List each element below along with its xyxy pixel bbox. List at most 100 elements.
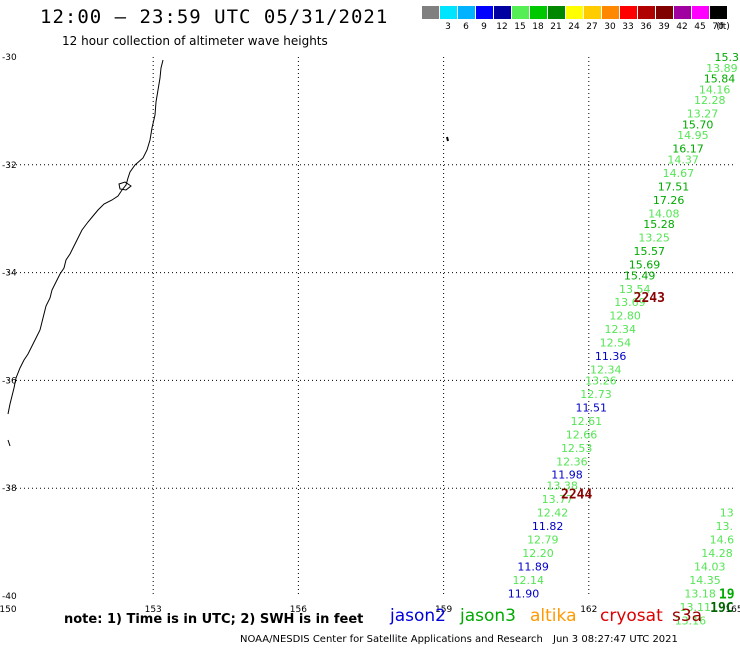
wave-height-value: 15.84	[704, 73, 736, 86]
legend-label: 42	[676, 22, 688, 32]
legend-swatch	[620, 6, 638, 19]
wave-height-value: 13.69	[614, 296, 646, 309]
wave-height-value: 11.36	[595, 350, 627, 363]
credit-text: NOAA/NESDIS Center for Satellite Applica…	[240, 634, 543, 645]
satellite-name-altika: altika	[530, 606, 577, 626]
wave-height-value: 14.67	[663, 167, 695, 180]
wave-height-value: 12.61	[571, 415, 603, 428]
legend-label: 21	[550, 22, 562, 32]
wave-height-value: 15.69	[629, 259, 661, 272]
legend-swatch	[656, 6, 674, 19]
legend-swatch	[692, 6, 710, 19]
legend-label: 39	[658, 22, 670, 32]
legend-label: 36	[640, 22, 652, 32]
legend-label: 3	[445, 22, 451, 32]
latitude-tick-labels: -30 -32 -34 -36 -38 -40	[2, 53, 17, 602]
legend-swatch	[548, 6, 566, 19]
legend-swatch	[440, 6, 458, 19]
edge-value-label: 19	[719, 587, 735, 602]
legend-label: 30	[604, 22, 616, 32]
wave-height-value: 13.11	[680, 601, 712, 614]
legend-swatch	[476, 6, 494, 19]
legend-label: 18	[532, 22, 544, 32]
legend-swatch	[584, 6, 602, 19]
legend-unit: (ft)	[716, 22, 730, 32]
wave-height-value: 13.25	[638, 232, 670, 245]
wave-height-value: 13.	[716, 520, 734, 533]
longitude-tick-label: 165	[725, 605, 740, 615]
wave-height-value: 14.03	[694, 560, 726, 573]
legend-swatch	[566, 6, 584, 19]
legend-label: 12	[496, 22, 508, 32]
legend-label: 6	[463, 22, 469, 32]
longitude-tick-label: 162	[580, 605, 597, 615]
wave-height-value: 12.79	[527, 533, 559, 546]
wave-height-value: 15.3	[714, 51, 739, 64]
generated-timestamp: Jun 3 08:27:47 UTC 2021	[553, 634, 678, 645]
wave-height-value: 12.20	[522, 547, 554, 560]
legend-swatch	[512, 6, 530, 19]
wave-height-value: 12.42	[537, 506, 569, 519]
australia-coastline	[7, 59, 164, 415]
wave-height-value: 12.28	[694, 94, 726, 107]
wave-height-value: 12.80	[609, 310, 641, 323]
wave-height-value: 17.51	[658, 180, 690, 193]
legend-swatch	[674, 6, 692, 19]
wave-height-value: 12.36	[556, 455, 588, 468]
coast-island	[118, 181, 132, 191]
wave-height-value: 14.35	[689, 574, 721, 587]
longitude-tick-labels: 150 153 156 159 162 165	[0, 605, 740, 615]
wave-height-value: 15.28	[643, 218, 675, 231]
legend-label: 24	[568, 22, 580, 32]
legend-swatch	[530, 6, 548, 19]
latitude-tick-label: -38	[2, 484, 17, 494]
longitude-tick-label: 153	[145, 605, 162, 615]
grid-lines	[8, 57, 734, 596]
wave-height-value: 14.08	[648, 207, 680, 220]
wave-height-value: 11.89	[517, 560, 549, 573]
satellite-name-jason3: jason3	[460, 606, 516, 626]
legend-swatch	[638, 6, 656, 19]
wave-height-value: 13.54	[619, 283, 651, 296]
latitude-tick-label: -34	[2, 269, 17, 279]
latitude-tick-label: -30	[2, 53, 17, 63]
wave-height-value: 13.26	[585, 374, 617, 387]
wave-height-value: 15.57	[634, 245, 666, 258]
altimeter-track-main: 15.313.8915.8414.1612.2813.2715.7014.951…	[508, 51, 739, 600]
wave-height-value: 11.98	[551, 469, 583, 482]
wave-height-value: 14.28	[701, 547, 733, 560]
wave-height-value: 14.16	[699, 83, 731, 96]
wave-height-value: 11.82	[532, 520, 564, 533]
longitude-tick-label: 150	[0, 605, 17, 615]
wave-height-value: 11.51	[575, 401, 607, 414]
wave-height-value: 12.66	[566, 428, 598, 441]
legend-swatch	[602, 6, 620, 19]
wave-height-value: 12.73	[580, 388, 612, 401]
wave-height-value: 13.27	[687, 108, 719, 121]
legend-label: 45	[694, 22, 706, 32]
longitude-tick-label: 159	[435, 605, 452, 615]
wave-height-value: 14.6	[710, 533, 735, 546]
wave-height-value: 11.90	[508, 587, 540, 600]
legend-swatch	[422, 6, 440, 19]
wave-height-value: 15.70	[682, 118, 714, 131]
wave-height-value: 14.95	[677, 129, 709, 142]
latitude-tick-label: -36	[2, 376, 17, 386]
edge-value-label: 19C	[710, 601, 733, 616]
legend-swatch	[458, 6, 476, 19]
satellite-name-s3a: s3a	[672, 606, 703, 626]
wave-height-value: 13.77	[542, 493, 574, 506]
satellite-name-cryosat: cryosat	[600, 606, 663, 626]
legend-label: 15	[514, 22, 526, 32]
legend-label: 9	[481, 22, 487, 32]
satellite-name-jason2: jason2	[390, 606, 446, 626]
wave-height-value: 17.26	[653, 194, 685, 207]
map-title: 12:00 – 23:59 UTC 05/31/2021	[40, 6, 389, 28]
wave-height-value: 12.54	[600, 337, 632, 350]
wave-height-value: 13.16	[675, 614, 707, 627]
pass-time-label: 2244	[561, 488, 592, 503]
lord-howe-island	[446, 136, 449, 142]
